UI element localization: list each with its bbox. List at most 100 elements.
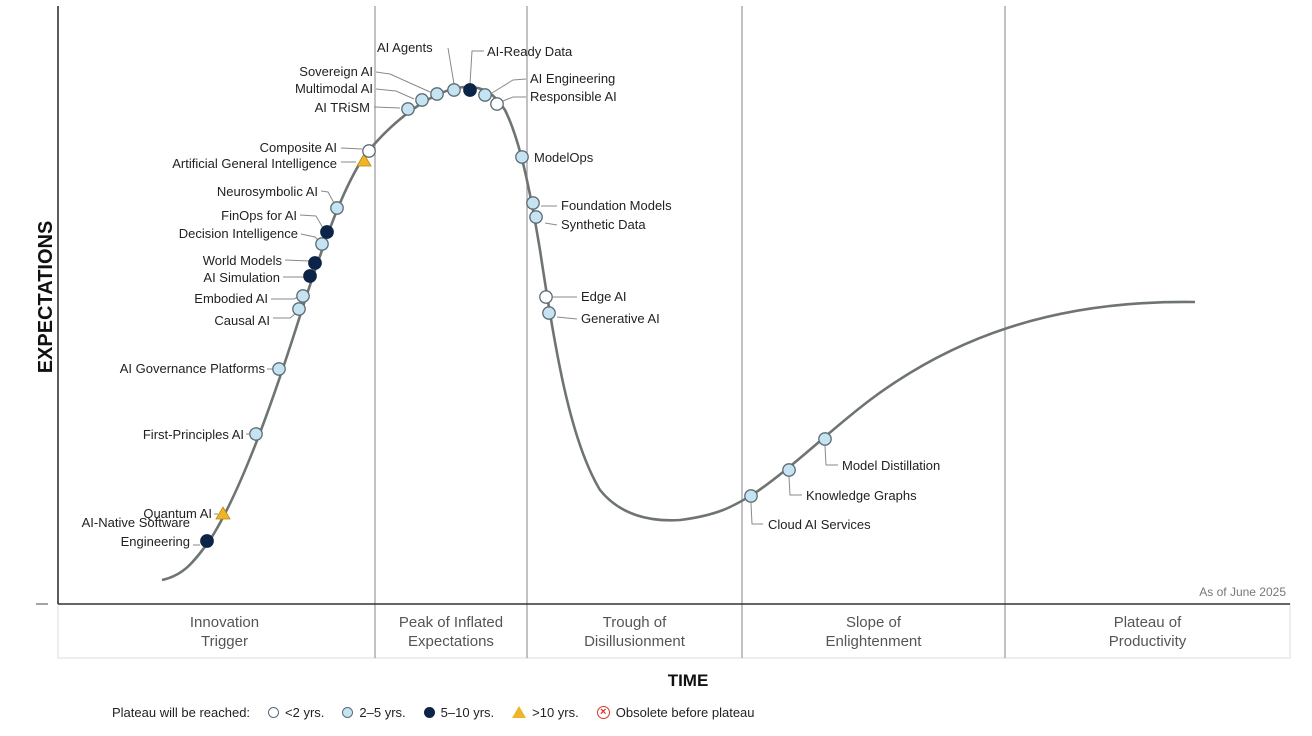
marker-ai-native-software-engineering	[200, 534, 214, 548]
label-finops-for-ai: FinOps for AI	[221, 208, 297, 223]
label-ai-governance-platforms: AI Governance Platforms	[120, 361, 266, 376]
label-modelops: ModelOps	[534, 150, 594, 165]
label-first-principles-ai: First-Principles AI	[143, 427, 244, 442]
marker-ai-ready-data	[463, 83, 477, 97]
marker-quantum-ai	[215, 506, 231, 520]
marker-ai-simulation	[303, 269, 317, 283]
label-responsible-ai: Responsible AI	[530, 89, 617, 104]
leader-line-synthetic-data	[544, 222, 558, 226]
marker-composite-ai	[362, 144, 376, 158]
technology-markers	[200, 83, 832, 548]
leader-line-finops-for-ai	[299, 214, 324, 229]
label-foundation-models: Foundation Models	[561, 198, 672, 213]
leader-line-sovereign-ai	[375, 71, 431, 93]
leader-line-knowledge-graphs	[788, 476, 802, 496]
label-generative-ai: Generative AI	[581, 311, 660, 326]
label-embodied-ai: Embodied AI	[194, 291, 268, 306]
marker-edge-ai	[539, 290, 553, 304]
legend-marker-white-circle-icon	[268, 706, 280, 718]
label-edge-ai: Edge AI	[581, 289, 627, 304]
marker-responsible-ai	[490, 97, 504, 111]
marker-ai-agents	[447, 83, 461, 97]
label-ai-ready-data: AI-Ready Data	[487, 44, 573, 59]
label-knowledge-graphs: Knowledge Graphs	[806, 488, 917, 503]
marker-multimodal-ai	[415, 93, 429, 107]
marker-world-models	[308, 256, 322, 270]
leader-line-causal-ai	[273, 313, 296, 319]
label-cloud-ai-services: Cloud AI Services	[768, 517, 871, 532]
leader-line-ai-trism	[373, 106, 401, 109]
leader-line-decision-intelligence	[300, 233, 319, 241]
as-of-date: As of June 2025	[1199, 585, 1286, 599]
legend-marker-light-blue-circle-icon	[342, 706, 354, 718]
label-causal-ai: Causal AI	[214, 313, 270, 328]
label-decision-intelligence: Decision Intelligence	[179, 226, 298, 241]
legend-label-gt10: >10 yrs.	[532, 704, 579, 720]
leader-line-embodied-ai	[271, 296, 299, 300]
leader-line-ai-ready-data	[469, 50, 484, 85]
leader-line-ai-agents	[447, 47, 455, 85]
phase-label-plateau-of-productivity: Plateau of Productivity	[1109, 614, 1187, 650]
marker-foundation-models	[526, 196, 540, 210]
marker-decision-intelligence	[315, 237, 329, 251]
label-ai-simulation: AI Simulation	[203, 270, 280, 285]
label-ai-native-software-engineering: AI-Native Software Engineering	[82, 515, 190, 549]
phase-label-trough-of-disillusionment: Trough of Disillusionment	[584, 614, 686, 650]
marker-modelops	[515, 150, 529, 164]
legend: Plateau will be reached: <2 yrs. 2–5 yrs…	[112, 702, 755, 722]
legend-item-5to10: 5–10 yrs.	[423, 704, 495, 720]
marker-artificial-general-intelligence	[356, 153, 372, 167]
label-synthetic-data: Synthetic Data	[561, 217, 646, 232]
axes	[36, 6, 1290, 605]
legend-marker-triangle-icon	[512, 706, 527, 718]
label-model-distillation: Model Distillation	[842, 458, 940, 473]
legend-label-lt2: <2 yrs.	[285, 704, 325, 720]
leader-line-ai-engineering	[491, 78, 527, 94]
marker-generative-ai	[542, 306, 556, 320]
label-sovereign-ai: Sovereign AI	[299, 64, 373, 79]
legend-item-2to5: 2–5 yrs.	[342, 704, 406, 720]
legend-label-2to5: 2–5 yrs.	[359, 704, 406, 720]
marker-ai-trism	[401, 102, 415, 116]
leader-line-generative-ai	[556, 316, 578, 320]
marker-causal-ai	[292, 302, 306, 316]
leader-line-responsible-ai	[502, 96, 526, 102]
marker-sovereign-ai	[430, 87, 444, 101]
marker-knowledge-graphs	[782, 463, 796, 477]
leader-line-cloud-ai-services	[750, 502, 763, 525]
label-composite-ai: Composite AI	[260, 140, 337, 155]
marker-neurosymbolic-ai	[330, 201, 344, 215]
marker-embodied-ai	[296, 289, 310, 303]
leader-line-model-distillation	[824, 445, 838, 466]
leader-line-world-models	[284, 259, 310, 262]
marker-synthetic-data	[529, 210, 543, 224]
marker-cloud-ai-services	[744, 489, 758, 503]
label-quantum-ai: Quantum AI	[143, 506, 212, 521]
legend-item-obsolete: × Obsolete before plateau	[596, 705, 755, 720]
legend-label-5to10: 5–10 yrs.	[440, 704, 495, 720]
label-multimodal-ai: Multimodal AI	[295, 81, 373, 96]
leader-lines	[193, 47, 838, 546]
label-neurosymbolic-ai: Neurosymbolic AI	[217, 184, 318, 199]
legend-marker-dark-blue-circle-icon	[423, 706, 435, 718]
label-ai-engineering: AI Engineering	[530, 71, 615, 86]
leader-line-composite-ai	[340, 147, 363, 150]
marker-first-principles-ai	[249, 427, 263, 441]
y-axis-title: EXPECTATIONS	[35, 221, 57, 374]
marker-ai-engineering	[478, 88, 492, 102]
legend-item-gt10: >10 yrs.	[512, 705, 579, 720]
legend-marker-x-circle-icon: ×	[596, 705, 610, 719]
label-ai-trism: AI TRiSM	[315, 100, 370, 115]
phase-regions: Innovation Trigger Peak of Inflated Expecta…	[57, 6, 1291, 659]
legend-item-lt2: <2 yrs.	[268, 705, 324, 720]
marker-finops-for-ai	[320, 225, 334, 239]
label-world-models: World Models	[203, 253, 283, 268]
leader-line-multimodal-ai	[375, 88, 415, 100]
phase-label-innovation-trigger: Innovation Trigger	[190, 614, 259, 650]
label-ai-agents: AI Agents	[377, 40, 433, 55]
x-axis-title: TIME	[668, 671, 709, 690]
marker-model-distillation	[818, 432, 832, 446]
label-artificial-general-intelligence: Artificial General Intelligence	[172, 156, 337, 171]
